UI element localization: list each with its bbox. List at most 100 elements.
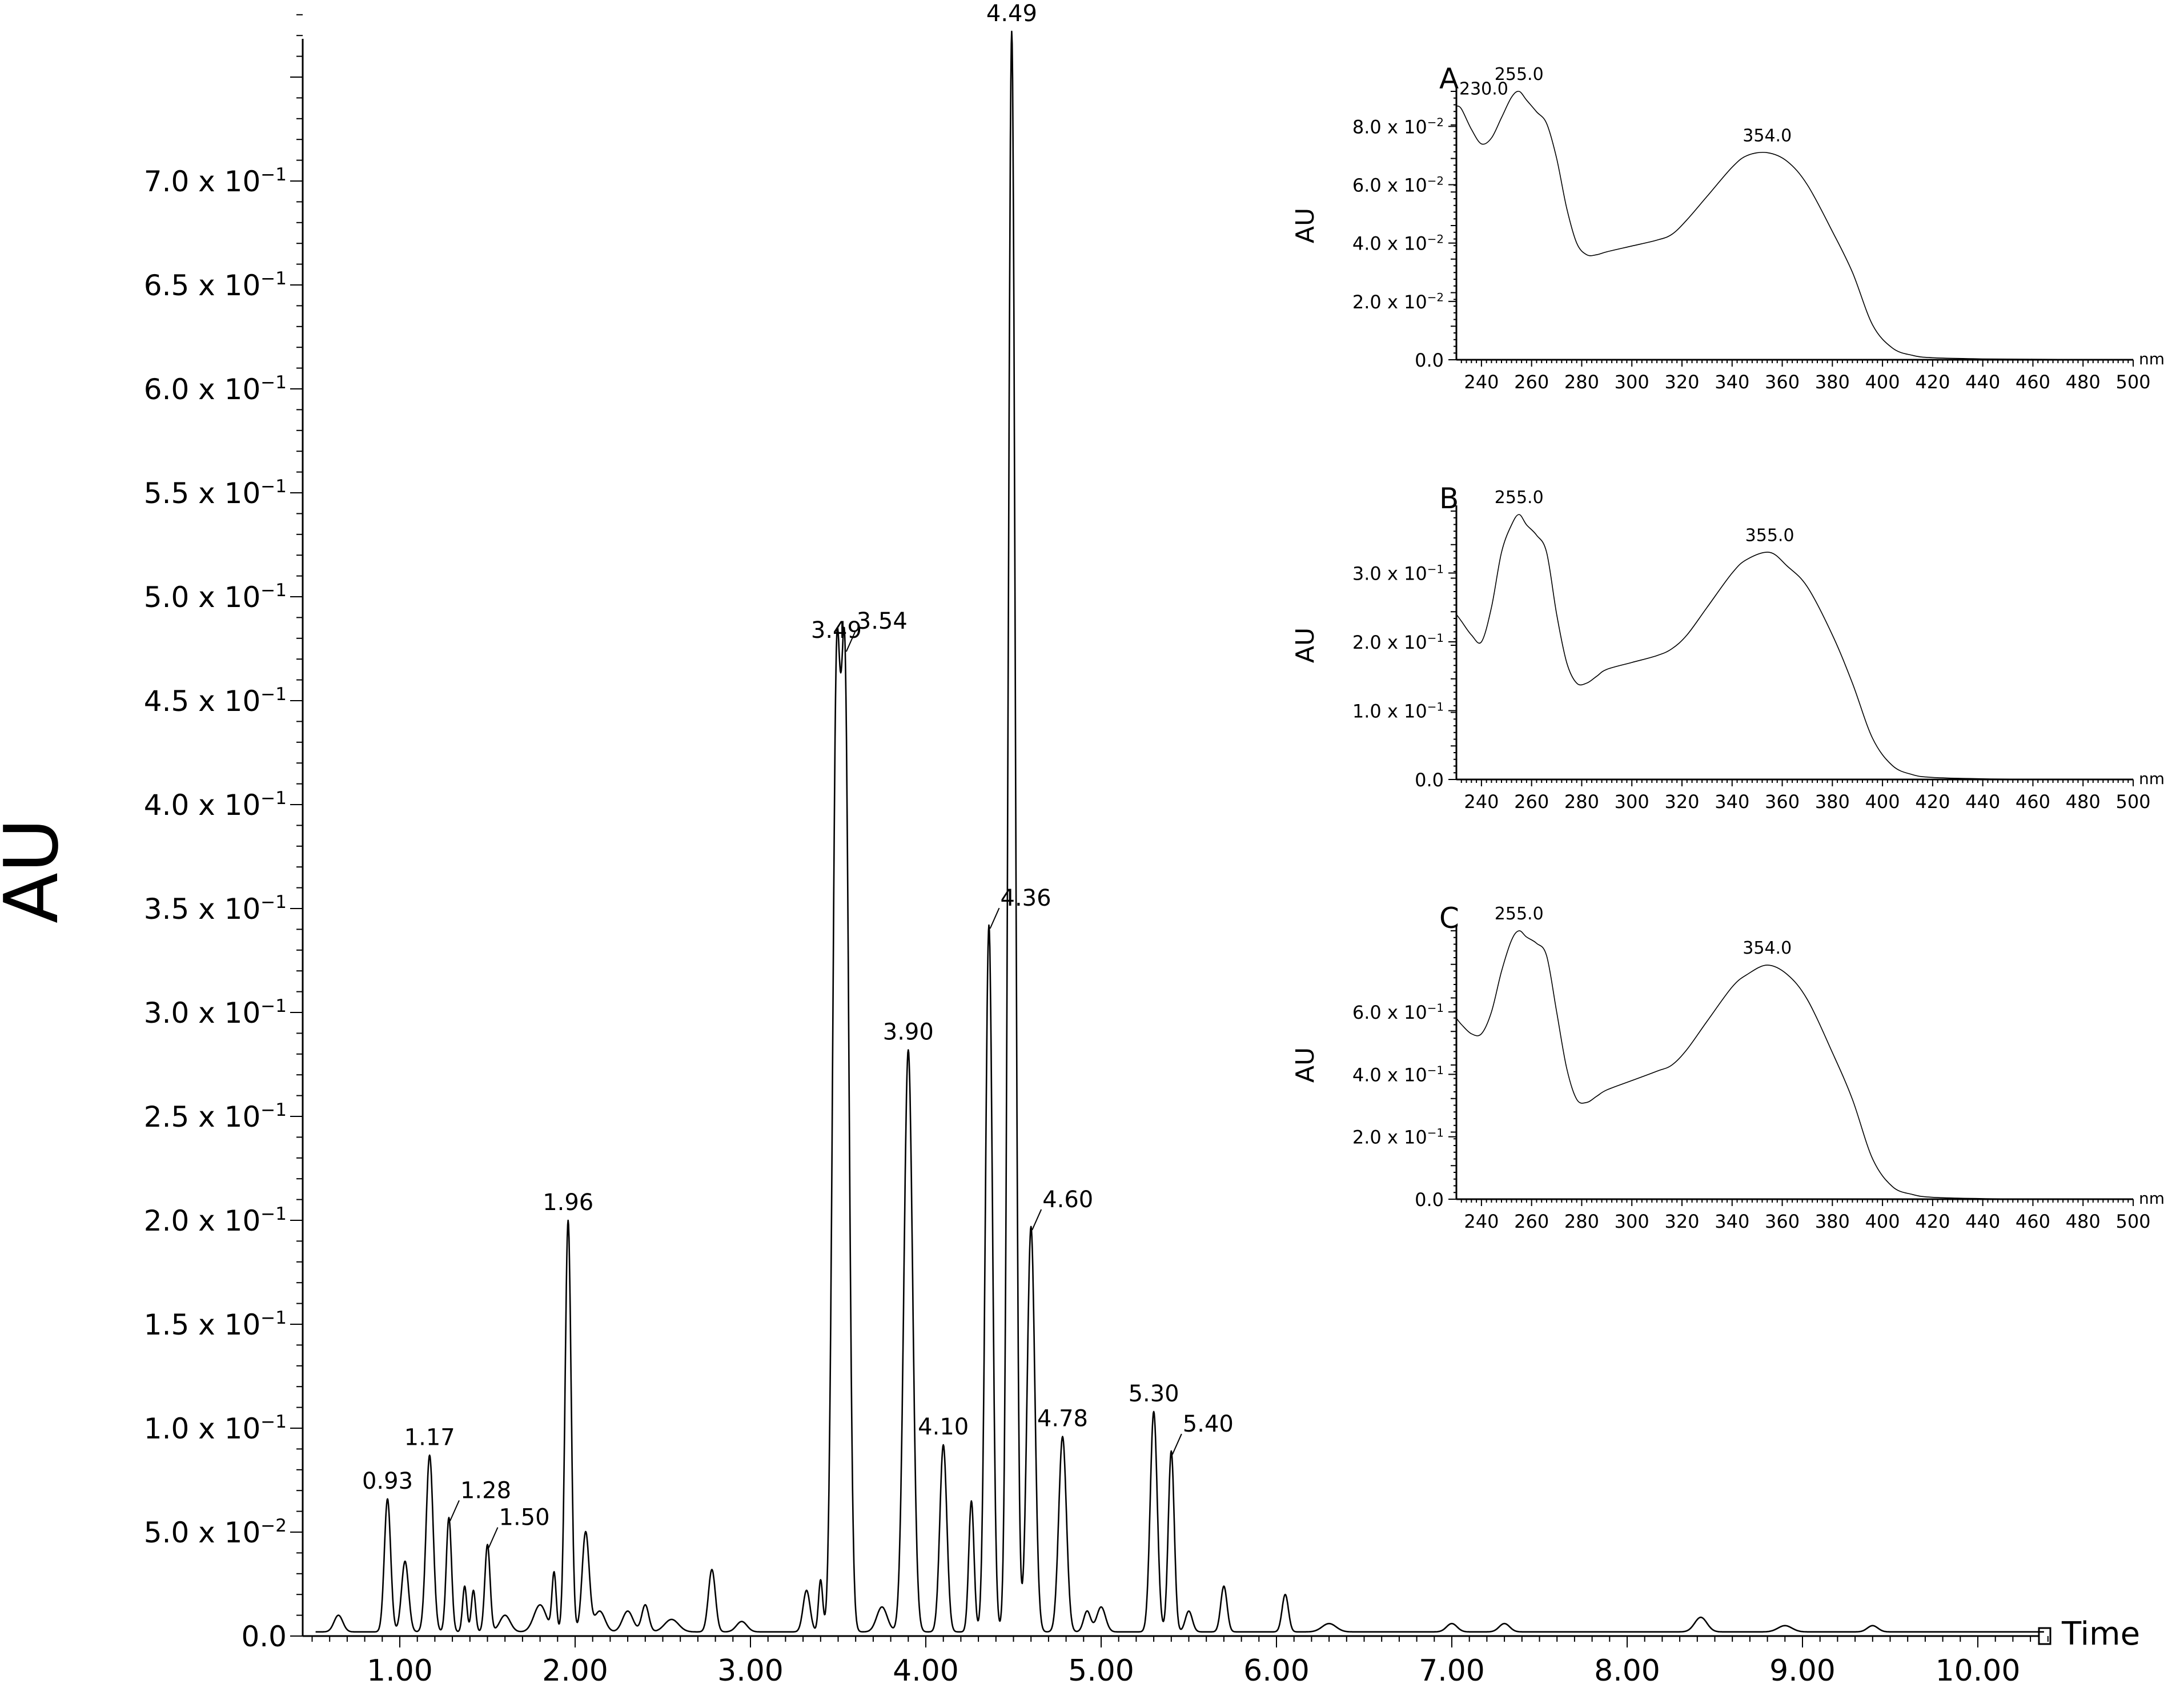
inset-x-tick-label: 340 xyxy=(1715,1211,1749,1232)
inset-x-axis-unit: nm xyxy=(2139,349,2165,368)
peak-labels: 0.93 1.17 1.281.50 1.96 3.493.54 3.90 4.10 4.36… xyxy=(362,1,1234,1549)
chromatogram-trace xyxy=(315,30,2045,1633)
inset-x-tick-label: 240 xyxy=(1464,1211,1499,1232)
inset-x-tick-label: 300 xyxy=(1615,371,1649,393)
inset-x-tick-label: 400 xyxy=(1865,1211,1900,1232)
inset-x-tick-label: 360 xyxy=(1765,791,1800,813)
inset-y-tick-label: 6.0 x 10−2 xyxy=(1352,174,1444,196)
inset-x-tick-label: 260 xyxy=(1514,371,1549,393)
inset-y-tick-label: 4.0 x 10−1 xyxy=(1352,1064,1444,1086)
inset-x-tick-label: 440 xyxy=(1965,371,2000,393)
inset-x-tick-label: 360 xyxy=(1765,1211,1800,1232)
inset-x-tick-label: 320 xyxy=(1664,1211,1699,1232)
peak-label: 3.54 xyxy=(857,608,908,634)
inset-x-tick-label: 280 xyxy=(1564,1211,1599,1232)
y-tick-label: 5.0 x 10−1 xyxy=(144,580,287,614)
spectrum-trace xyxy=(1456,91,2134,360)
spectrum-trace xyxy=(1456,514,2134,780)
peak-leader-line xyxy=(1031,1209,1042,1231)
peak-label: 4.10 xyxy=(918,1414,969,1440)
spectrum-peak-label: 354.0 xyxy=(1743,126,1792,146)
inset-x-tick-label: 400 xyxy=(1865,791,1900,813)
inset-x-tick-label: 380 xyxy=(1815,1211,1850,1232)
peak-label: 4.78 xyxy=(1037,1406,1088,1432)
main-x-ticks: 1.00 2.00 3.00 4.00 5.00 6.00 7.00 8.00 9.00 10.0… xyxy=(311,1636,2049,1688)
peak-label: 4.49 xyxy=(986,1,1037,27)
inset-y-axis-label: AU xyxy=(1291,628,1320,663)
inset-y-tick-label: 0.0 xyxy=(1415,1189,1444,1211)
x-tick-label: 8.00 xyxy=(1594,1654,1660,1688)
inset-x-tick-label: 440 xyxy=(1965,1211,2000,1232)
inset-x-tick-label: 360 xyxy=(1765,371,1800,393)
x-tick-label: 4.00 xyxy=(893,1654,959,1688)
y-tick-label: 1.5 x 10−1 xyxy=(144,1308,287,1341)
inset-x-tick-label: 400 xyxy=(1865,371,1900,393)
spectrum-peak-label: 355.0 xyxy=(1745,525,1794,545)
y-tick-label: 4.0 x 10−1 xyxy=(144,788,287,822)
y-tick-label: 2.5 x 10−1 xyxy=(144,1100,287,1134)
inset-y-tick-label: 2.0 x 10−2 xyxy=(1352,291,1444,313)
peak-leader-line xyxy=(488,1527,499,1549)
y-tick-label: 2.0 x 10−1 xyxy=(144,1204,287,1237)
y-tick-label: 3.0 x 10−1 xyxy=(144,996,287,1030)
inset-x-axis-unit: nm xyxy=(2139,1189,2165,1208)
inset-x-tick-label: 420 xyxy=(1915,371,1950,393)
inset-x-axis-unit: nm xyxy=(2139,769,2165,788)
inset-y-tick-label: 2.0 x 10−1 xyxy=(1352,632,1444,653)
inset-y-tick-label: 2.0 x 10−1 xyxy=(1352,1127,1444,1148)
inset-x-tick-label: 460 xyxy=(2016,1211,2050,1232)
inset-x-tick-label: 500 xyxy=(2115,791,2150,813)
inset-x-tick-label: 440 xyxy=(1965,791,2000,813)
inset-y-axis-label: AU xyxy=(1291,1047,1320,1083)
y-tick-label: 3.5 x 10−1 xyxy=(144,892,287,926)
inset-x-tick-label: 260 xyxy=(1514,1211,1549,1232)
main-y-axis-label: AU xyxy=(0,818,75,923)
inset-x-tick-label: 480 xyxy=(2066,791,2101,813)
peak-label: 0.93 xyxy=(362,1468,413,1494)
peak-label: 4.36 xyxy=(1001,885,1051,911)
inset-x-tick-label: 480 xyxy=(2066,1211,2101,1232)
inset-y-tick-label: 6.0 x 10−1 xyxy=(1352,1002,1444,1023)
peak-label: 1.50 xyxy=(499,1505,550,1531)
inset-x-tick-label: 420 xyxy=(1915,1211,1950,1232)
inset-x-tick-label: 340 xyxy=(1715,791,1749,813)
peak-label: 3.49 xyxy=(811,617,862,644)
y-tick-label: 5.0 x 10−2 xyxy=(144,1516,287,1549)
inset-y-tick-label: 3.0 x 10−1 xyxy=(1352,562,1444,584)
x-tick-label: 6.00 xyxy=(1243,1654,1310,1688)
spectrum-peak-label: 230.0 xyxy=(1459,79,1508,99)
inset-x-tick-label: 460 xyxy=(2016,791,2050,813)
y-tick-label: 4.5 x 10−1 xyxy=(144,684,287,718)
y-tick-label: 7.0 x 10−1 xyxy=(144,164,287,198)
y-tick-label: 5.5 x 10−1 xyxy=(144,476,287,510)
main-x-axis-arrow xyxy=(2038,1627,2051,1645)
peak-label: 4.60 xyxy=(1042,1187,1093,1213)
inset-x-tick-label: 320 xyxy=(1664,791,1699,813)
spectrum-peak-label: 354.0 xyxy=(1743,938,1792,958)
inset-x-tick-label: 260 xyxy=(1514,791,1549,813)
inset-x-tick-label: 380 xyxy=(1815,791,1850,813)
inset-y-tick-label: 0.0 xyxy=(1415,769,1444,791)
y-tick-label: 6.5 x 10−1 xyxy=(144,268,287,302)
spectrum-trace xyxy=(1456,930,2134,1200)
spectrum-panel-a: A 0.02.0 x 10−24.0 x 10−26.0 x 10−28.0 x… xyxy=(1291,62,2165,393)
spectrum-peak-label: 255.0 xyxy=(1495,904,1544,924)
main-y-ticks: 0.0 5.0 x 10−2 1.0 x 10−1 1.5 x 10−1 2.0 x 1… xyxy=(144,14,303,1653)
peak-leader-line xyxy=(845,630,856,652)
peak-label: 5.30 xyxy=(1129,1381,1179,1407)
main-chromatogram: AU Time 0.0 5.0 x 10−2 1.0 x 10−1 1.5 x 10−… xyxy=(0,1,2140,1688)
peak-label: 5.40 xyxy=(1183,1411,1234,1437)
inset-x-tick-label: 480 xyxy=(2066,371,2101,393)
inset-y-axis-label: AU xyxy=(1291,208,1320,243)
spectrum-peak-label: 255.0 xyxy=(1495,65,1544,85)
inset-y-tick-label: 1.0 x 10−1 xyxy=(1352,700,1444,722)
main-x-axis-label: Time xyxy=(2061,1615,2140,1653)
x-tick-label: 5.00 xyxy=(1068,1654,1134,1688)
y-tick-label: 6.0 x 10−1 xyxy=(144,372,287,406)
peak-label: 1.28 xyxy=(460,1478,511,1504)
x-tick-label: 3.00 xyxy=(717,1654,784,1688)
